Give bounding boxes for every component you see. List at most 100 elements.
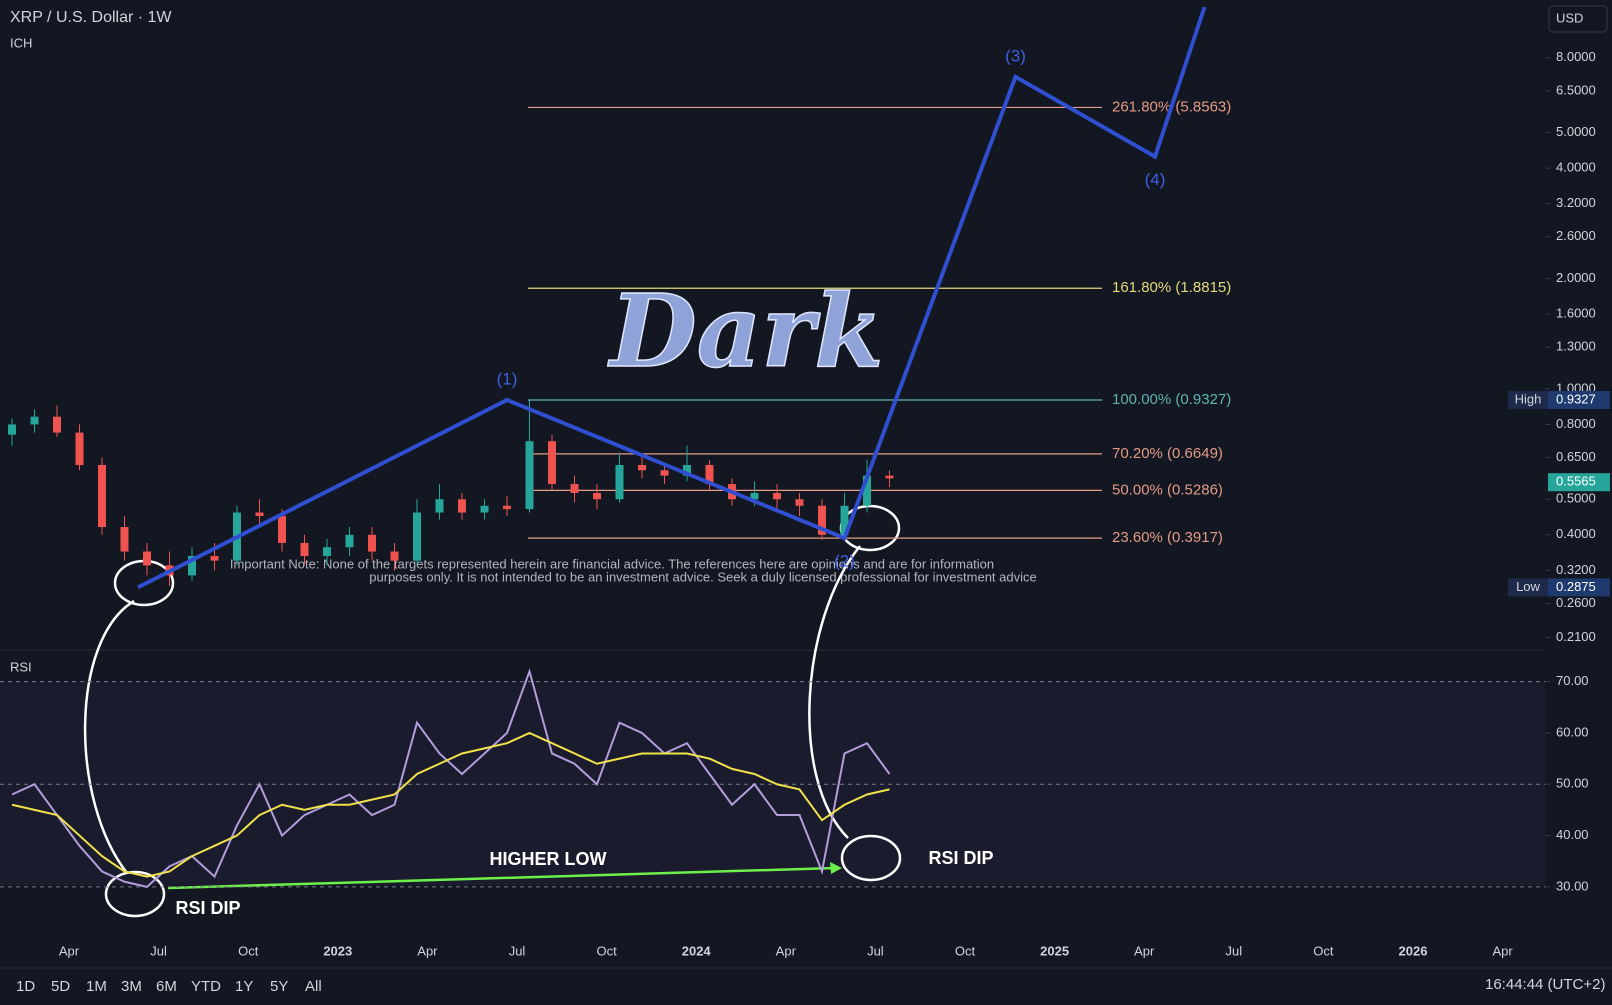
candle-body — [660, 470, 669, 476]
y-tick-label: 2.0000 — [1556, 270, 1596, 285]
range-button[interactable]: All — [305, 978, 322, 995]
range-button[interactable]: 6M — [156, 978, 177, 995]
candle-body — [615, 465, 624, 500]
y-tick-label: 2.6000 — [1556, 228, 1596, 243]
x-tick-label: Oct — [238, 943, 259, 958]
range-button[interactable]: 1M — [86, 978, 107, 995]
badge-value: 0.2875 — [1556, 579, 1596, 594]
candle-body — [840, 505, 849, 535]
wave-label: (4) — [1145, 170, 1166, 189]
y-tick-label: 0.3200 — [1556, 562, 1596, 577]
candle-body — [705, 465, 714, 485]
candle-body — [98, 465, 106, 528]
fib-label: 50.00% (0.5286) — [1112, 481, 1223, 498]
rsi-line — [11, 731, 890, 878]
y-tick-label: 1.6000 — [1556, 305, 1596, 320]
candle-body — [75, 432, 84, 466]
x-tick-label: Jul — [1225, 943, 1242, 958]
y-tick-label: 0.8000 — [1556, 416, 1596, 431]
candle-body — [8, 424, 16, 435]
candle-body — [300, 542, 309, 557]
badge-label: Low — [1516, 579, 1540, 594]
candle-body — [53, 416, 61, 433]
candle-body — [503, 505, 511, 510]
range-button[interactable]: 3M — [121, 978, 142, 995]
x-tick-label: Apr — [1134, 943, 1155, 958]
wave-label: (1) — [497, 369, 518, 388]
candle-body — [143, 551, 151, 566]
range-button[interactable]: YTD — [191, 978, 221, 995]
fib-label: 23.60% (0.3917) — [1112, 529, 1223, 546]
candle-body — [750, 493, 759, 500]
price-badge — [1548, 473, 1610, 492]
fib-label: 70.20% (0.6649) — [1112, 445, 1223, 462]
annotation: RSI DIP — [928, 848, 993, 868]
annotation: RSI DIP — [175, 898, 240, 918]
candle-body — [368, 534, 376, 552]
price-badge — [1548, 578, 1610, 597]
candle-body — [773, 493, 781, 500]
candle-body — [210, 556, 219, 561]
x-tick-label: Oct — [955, 943, 976, 958]
clock: 16:44:44 (UTC+2) — [1485, 976, 1605, 993]
note: purposes only. It is not intended to be … — [369, 569, 1036, 584]
y-tick-label: 60.00 — [1556, 724, 1589, 739]
rsi-line — [11, 668, 891, 888]
candle-body — [278, 516, 286, 543]
x-tick-label: 2026 — [1399, 943, 1428, 958]
arrow — [167, 866, 837, 890]
candle-body — [818, 505, 826, 535]
candle-body — [323, 547, 331, 557]
candle-body — [593, 493, 601, 500]
range-button[interactable]: 5D — [51, 978, 70, 995]
badge-value: 0.5565 — [1556, 474, 1596, 489]
fib-label: 100.00% (0.9327) — [1112, 391, 1231, 408]
y-tick-label: 0.2100 — [1556, 629, 1596, 644]
candle-body — [255, 512, 264, 517]
range-button[interactable]: 1Y — [235, 978, 253, 995]
y-tick-label: 40.00 — [1556, 827, 1589, 842]
candle-body — [795, 499, 804, 506]
x-tick-label: Jul — [867, 943, 884, 958]
y-tick-label: 50.00 — [1556, 776, 1589, 791]
y-tick-label: 1.3000 — [1556, 339, 1596, 354]
candle-body — [390, 551, 399, 561]
candle-body — [885, 475, 894, 479]
y-tick-label: 8.0000 — [1556, 49, 1596, 64]
candle-body — [525, 441, 534, 510]
range-button[interactable]: 1D — [16, 978, 35, 995]
y-tick-label: 3.2000 — [1556, 195, 1596, 210]
fib-label: 161.80% (1.8815) — [1112, 279, 1231, 296]
arrow-head — [830, 862, 842, 874]
candle-body — [638, 465, 646, 471]
candle-body — [188, 556, 196, 576]
candle-body — [120, 527, 129, 552]
annotation: HIGHER LOW — [490, 849, 607, 869]
connector — [83, 599, 135, 874]
x-tick-label: 2024 — [682, 943, 712, 958]
wave-line — [137, 6, 1207, 590]
badge-label: High — [1515, 391, 1542, 406]
candle-body — [570, 484, 579, 494]
candle-body — [480, 505, 489, 513]
x-tick-label: Apr — [59, 943, 80, 958]
rsi-title: RSI — [10, 659, 32, 674]
x-tick-label: Apr — [1492, 943, 1513, 958]
currency-button[interactable] — [1548, 5, 1608, 33]
wave-label: (3) — [1005, 46, 1026, 65]
x-tick-label: Apr — [776, 943, 797, 958]
currency[interactable]: USD — [1556, 10, 1583, 25]
candle-body — [413, 512, 421, 561]
x-tick-label: Jul — [509, 943, 526, 958]
candle-body — [345, 534, 354, 548]
range-button[interactable]: 5Y — [270, 978, 288, 995]
badge-label-bg — [1508, 390, 1548, 409]
wave-label: (2) — [834, 552, 855, 571]
badge-label-bg — [1508, 578, 1548, 597]
candle-body — [458, 499, 466, 513]
price-badge — [1548, 390, 1610, 409]
badge-value: 0.9327 — [1556, 391, 1596, 406]
y-tick-label: 0.4000 — [1556, 526, 1596, 541]
y-tick-label: 6.5000 — [1556, 82, 1596, 97]
